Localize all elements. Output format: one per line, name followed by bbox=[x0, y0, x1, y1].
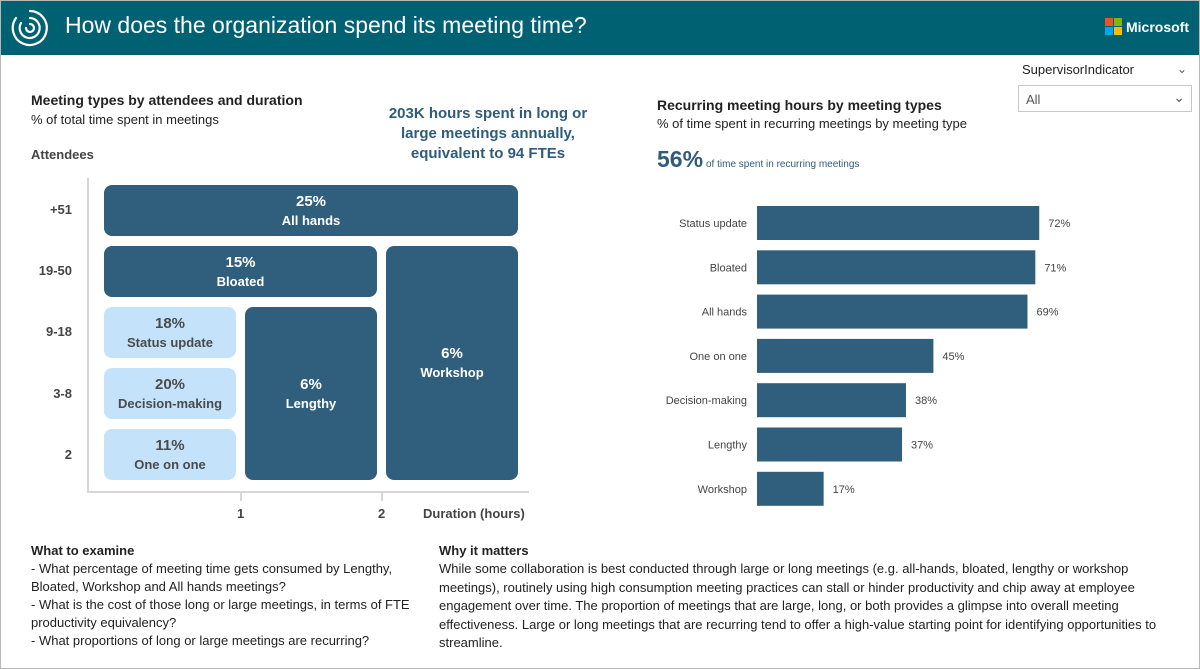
supervisor-indicator-dropdown[interactable]: All ⌄ bbox=[1018, 85, 1192, 112]
what-to-examine-list: - What percentage of meeting time gets c… bbox=[31, 560, 421, 650]
bar[interactable] bbox=[757, 206, 1040, 240]
y-axis-title: Attendees bbox=[31, 147, 94, 162]
tile-percent: 25% bbox=[295, 192, 327, 210]
tile-status-update[interactable]: 18% Status update bbox=[104, 307, 236, 358]
right-chart-subtitle: % of time spent in recurring meetings by… bbox=[657, 116, 967, 131]
bar[interactable] bbox=[757, 383, 906, 418]
tile-name: Workshop bbox=[420, 365, 484, 380]
why-it-matters-title: Why it matters bbox=[439, 543, 529, 558]
why-it-matters-body: While some collaboration is best conduct… bbox=[439, 561, 1157, 650]
y-tick-label: 19-50 bbox=[38, 263, 72, 278]
kpi-value: 56% bbox=[657, 146, 704, 172]
kpi-label: of time spent in recurring meetings bbox=[706, 159, 860, 170]
bar[interactable] bbox=[757, 427, 903, 462]
tile-name: All hands bbox=[281, 212, 341, 228]
x-tick bbox=[381, 491, 383, 501]
bar-value-label: 38% bbox=[915, 395, 937, 407]
bar[interactable] bbox=[757, 338, 934, 373]
y-tick-label: +51 bbox=[49, 202, 72, 217]
right-chart-title: Recurring meeting hours by meeting types bbox=[657, 97, 942, 113]
recurring-hours-bar-chart: Status update 72% Bloated 71% All hands 69% On… bbox=[666, 206, 1070, 506]
brand-name: Microsoft bbox=[1126, 18, 1189, 35]
tile-name: Status update bbox=[127, 334, 213, 350]
tile-percent: 15% bbox=[225, 253, 256, 271]
slicer-collapse-chevron-icon[interactable]: ⌄ bbox=[1177, 62, 1188, 76]
y-tick-label: 2 bbox=[64, 447, 72, 462]
tile-bloated[interactable]: 15% Bloated bbox=[104, 246, 377, 297]
tile-name: Bloated bbox=[216, 273, 265, 289]
bar-category-label: Lengthy bbox=[708, 440, 748, 452]
bar-category-label: All hands bbox=[702, 307, 748, 319]
bar[interactable] bbox=[757, 471, 824, 506]
tile-percent: 6% bbox=[441, 345, 463, 362]
tile-percent: 6% bbox=[300, 375, 322, 393]
y-axis-line bbox=[87, 178, 89, 493]
bar-category-label: Status update bbox=[679, 218, 747, 230]
tile-percent: 20% bbox=[154, 375, 186, 393]
bar-value-label: 71% bbox=[1044, 262, 1066, 274]
bar-value-label: 72% bbox=[1048, 218, 1070, 230]
x-tick-label: 2 bbox=[378, 506, 386, 521]
slicer-label: SupervisorIndicator bbox=[1022, 62, 1134, 77]
bar-value-label: 17% bbox=[833, 484, 855, 496]
bar-value-label: 37% bbox=[911, 440, 933, 452]
microsoft-four-squares-icon bbox=[1105, 18, 1122, 35]
slicer-selected-value: All bbox=[1026, 92, 1041, 107]
bar-value-label: 45% bbox=[942, 351, 964, 363]
y-tick-label: 9-18 bbox=[45, 324, 72, 339]
bar-category-label: Bloated bbox=[710, 262, 747, 274]
left-chart-subtitle: % of total time spent in meetings bbox=[31, 112, 219, 127]
tile-name: One on one bbox=[134, 456, 206, 472]
callout-text: 203K hours spent in long or large meetin… bbox=[388, 105, 588, 162]
what-to-examine-title: What to examine bbox=[31, 543, 135, 558]
tile-decision-making[interactable]: 20% Decision-making bbox=[104, 368, 236, 419]
report-header: How does the organization spend its meet… bbox=[1, 1, 1199, 55]
tile-percent: 11% bbox=[155, 436, 185, 454]
x-tick bbox=[240, 491, 242, 501]
x-tick-label: 1 bbox=[237, 506, 245, 521]
page-title: How does the organization spend its meet… bbox=[65, 12, 587, 38]
tile-all-hands[interactable]: 25% All hands bbox=[104, 185, 518, 236]
tile-one-on-one[interactable]: 11% One on one bbox=[104, 429, 236, 480]
bar-category-label: One on one bbox=[690, 351, 748, 363]
tile-name: Decision-making bbox=[117, 395, 223, 411]
microsoft-brand: Microsoft bbox=[1105, 18, 1189, 35]
tile-percent: 18% bbox=[154, 314, 186, 332]
chevron-down-icon: ⌄ bbox=[1173, 89, 1185, 105]
examine-item: - What is the cost of those long or larg… bbox=[31, 597, 410, 630]
bar[interactable] bbox=[757, 250, 1036, 285]
tile-name: Lengthy bbox=[285, 395, 337, 411]
examine-item: - What percentage of meeting time gets c… bbox=[31, 561, 393, 594]
bar-category-label: Decision-making bbox=[666, 395, 747, 407]
tile-workshop[interactable]: 6% Workshop bbox=[386, 246, 518, 480]
bar[interactable] bbox=[757, 294, 1028, 329]
examine-item: - What proportions of long or large meet… bbox=[31, 633, 370, 648]
logo-icon bbox=[11, 9, 48, 47]
x-axis-title: Duration (hours) bbox=[423, 506, 525, 521]
bar-category-label: Workshop bbox=[698, 484, 747, 496]
tile-lengthy[interactable]: 6% Lengthy bbox=[245, 307, 377, 480]
x-axis-line bbox=[87, 491, 529, 493]
bar-value-label: 69% bbox=[1036, 307, 1058, 319]
y-tick-label: 3-8 bbox=[53, 386, 72, 401]
left-chart-title: Meeting types by attendees and duration bbox=[31, 92, 303, 108]
